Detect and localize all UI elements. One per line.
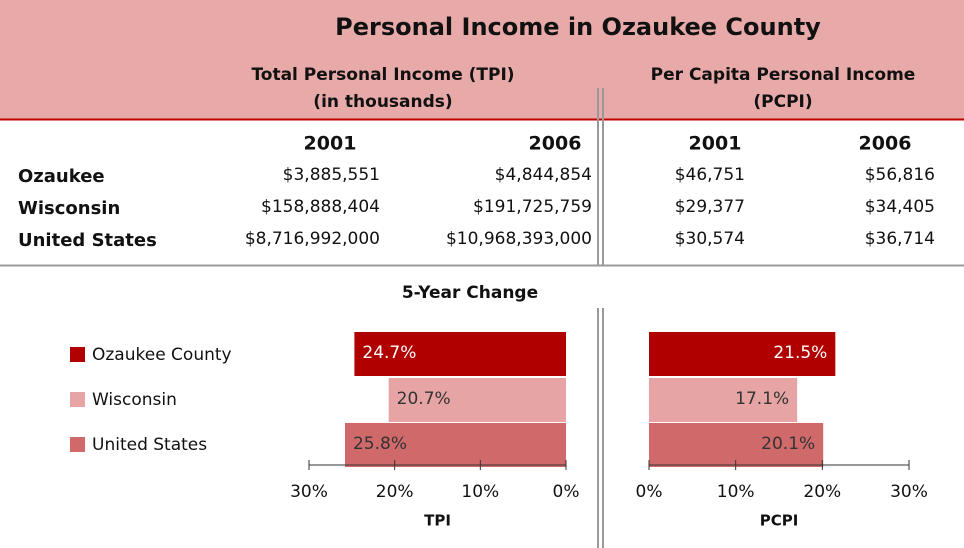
bar — [649, 423, 824, 467]
legend-label: Ozaukee County — [92, 345, 232, 365]
title: Personal Income in Ozaukee County — [335, 13, 821, 41]
value-label: 21.5% — [773, 343, 827, 363]
cell: $10,968,393,000 — [446, 229, 592, 249]
cell: $34,405 — [865, 197, 935, 217]
value-label: 17.1% — [735, 389, 789, 409]
group-header: (PCPI) — [753, 92, 812, 112]
cell: $56,816 — [865, 165, 935, 185]
year-header: 2001 — [689, 133, 742, 155]
legend-label: United States — [92, 435, 207, 455]
cell: $4,844,854 — [495, 165, 592, 185]
x-tick-label: 30% — [290, 482, 328, 502]
group-header: Total Personal Income (TPI) — [251, 65, 514, 85]
row-label: Ozaukee — [18, 166, 105, 187]
section-title: 5-Year Change — [402, 283, 538, 303]
cell: $3,885,551 — [283, 165, 380, 185]
value-label: 25.8% — [353, 434, 407, 454]
x-tick-label: 10% — [717, 482, 755, 502]
header-band — [0, 0, 964, 119]
cell: $191,725,759 — [473, 197, 592, 217]
value-label: 20.7% — [397, 389, 451, 409]
x-axis-label: TPI — [424, 512, 451, 530]
cell: $46,751 — [675, 165, 745, 185]
x-tick-label: 30% — [890, 482, 928, 502]
x-tick-label: 20% — [376, 482, 414, 502]
year-header: 2006 — [529, 133, 582, 155]
row-label: United States — [18, 230, 157, 251]
x-axis-label: PCPI — [760, 512, 799, 530]
cell: $29,377 — [675, 197, 745, 217]
cell: $8,716,992,000 — [245, 229, 380, 249]
cell: $30,574 — [675, 229, 745, 249]
value-label: 24.7% — [362, 343, 416, 363]
group-header: (in thousands) — [313, 92, 452, 112]
legend-swatch — [70, 392, 85, 407]
year-header: 2001 — [304, 133, 357, 155]
bar — [388, 378, 566, 422]
cell: $158,888,404 — [261, 197, 380, 217]
group-header: Per Capita Personal Income — [651, 65, 916, 85]
x-tick-label: 20% — [803, 482, 841, 502]
year-header: 2006 — [859, 133, 912, 155]
x-tick-label: 0% — [636, 482, 663, 502]
x-tick-label: 0% — [553, 482, 580, 502]
bar — [344, 423, 566, 467]
legend-swatch — [70, 347, 85, 362]
row-label: Wisconsin — [18, 198, 120, 219]
bar — [354, 332, 566, 376]
bar — [649, 332, 836, 376]
legend-swatch — [70, 437, 85, 452]
cell: $36,714 — [865, 229, 935, 249]
legend-label: Wisconsin — [92, 390, 177, 410]
value-label: 20.1% — [761, 434, 815, 454]
bar — [649, 378, 798, 422]
x-tick-label: 10% — [461, 482, 499, 502]
